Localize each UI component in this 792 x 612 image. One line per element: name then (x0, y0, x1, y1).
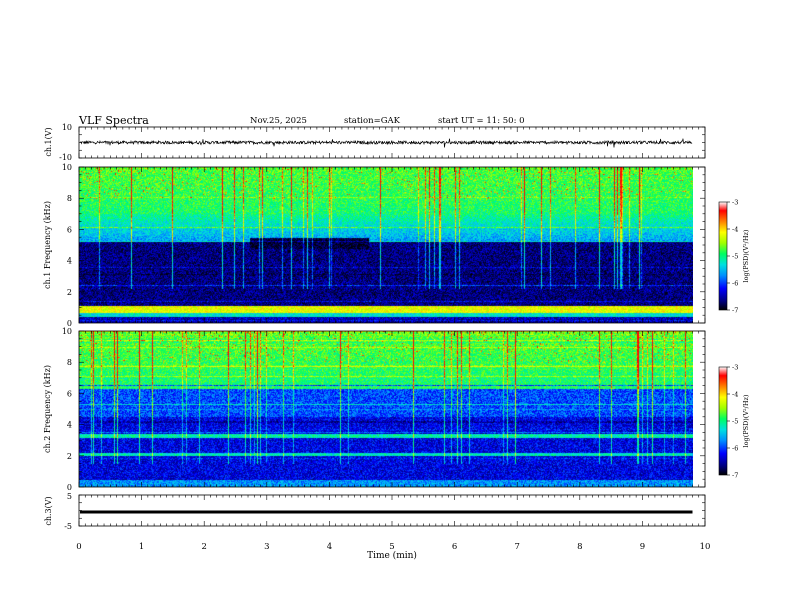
y-tick-label: 0 (67, 319, 72, 328)
x-tick-label: 1 (139, 542, 144, 552)
x-tick-label: 3 (264, 542, 269, 552)
date-label: Nov.25, 2025 (250, 116, 307, 126)
colorbar-tick-label: -5 (732, 418, 738, 426)
x-tick-label: 6 (452, 542, 457, 552)
x-axis-label: Time (min) (367, 550, 417, 561)
ch1-waveform-panel: 10 -10 ch.1(V) (44, 123, 706, 162)
ch1-spectrogram-ylabel: ch.1 Frequency (kHz) (43, 201, 52, 289)
figure-title: VLF Spectra (78, 114, 149, 127)
colorbar-tick-label: -5 (732, 253, 738, 261)
ch2-colorbar-label: log(PSD)(V²/Hz) (742, 394, 750, 447)
y-tick-label: 8 (67, 358, 72, 367)
ch1-waveform-trace (79, 138, 693, 148)
ch2-spectrogram-image (79, 331, 693, 487)
y-tick-label: 2 (67, 288, 72, 297)
y-tick-label: 10 (62, 327, 72, 336)
colorbar-tick-label: -3 (732, 199, 738, 207)
colorbar-tick-label: -6 (732, 280, 738, 288)
x-tick-label: 2 (201, 542, 206, 552)
x-tick-label: 9 (640, 542, 645, 552)
x-tick-label: 10 (700, 542, 711, 552)
ch3-waveform-panel: 5 -5 ch.3(V) (44, 492, 706, 531)
ch1-spectrogram-image (79, 167, 693, 323)
ch1-colorbar: -3 -4 -5 -6 -7 log(PSD)(V²/Hz) (718, 199, 750, 315)
y-tick-label: 6 (67, 225, 72, 234)
ch3-ylabel: ch.3(V) (44, 496, 53, 525)
ch2-colorbar-bar (718, 366, 728, 476)
ch1-colorbar-bar (718, 201, 728, 311)
y-tick-label: 10 (62, 163, 72, 172)
ch1-ytick-bottom: -10 (59, 153, 72, 162)
ch1-colorbar-label: log(PSD)(V²/Hz) (742, 229, 750, 282)
y-tick-label: 8 (67, 194, 72, 203)
colorbar-tick-label: -6 (732, 445, 738, 453)
y-tick-label: 0 (67, 483, 72, 492)
x-tick-label: 0 (76, 542, 81, 552)
colorbar-tick-label: -4 (732, 226, 738, 234)
x-tick-label: 4 (327, 542, 332, 552)
ch1-spectrogram-panel: 0 2 4 6 8 10 ch.1 Frequency (kHz) (43, 163, 706, 328)
colorbar-tick-label: -4 (732, 391, 738, 399)
x-tick-label: 8 (577, 542, 582, 552)
colorbar-tick-label: -3 (732, 364, 738, 372)
x-tick-label: 5 (389, 542, 394, 552)
y-tick-label: 4 (67, 257, 72, 266)
x-axis-tick-labels: 0 1 2 3 4 5 6 7 8 9 10 (76, 542, 710, 552)
y-tick-label: 2 (67, 452, 72, 461)
ch1-ytick-top: 10 (62, 123, 72, 132)
ch3-ytick-bottom: -5 (64, 522, 72, 531)
station-label: station=GAK (344, 116, 401, 126)
y-tick-label: 6 (67, 389, 72, 398)
ch2-colorbar: -3 -4 -5 -6 -7 log(PSD)(V²/Hz) (718, 364, 750, 480)
ch1-ylabel: ch.1(V) (44, 127, 53, 156)
ch3-ytick-top: 5 (67, 492, 72, 501)
colorbar-tick-label: -7 (732, 307, 738, 315)
ch2-spectrogram-panel: 0 2 4 6 8 10 ch.2 Frequency (kHz) (43, 327, 706, 492)
ch2-spectrogram-ylabel: ch.2 Frequency (kHz) (43, 365, 52, 453)
x-tick-label: 7 (514, 542, 519, 552)
y-tick-label: 4 (67, 421, 72, 430)
colorbar-tick-label: -7 (732, 472, 738, 480)
start-time-label: start UT = 11: 50: 0 (438, 116, 525, 126)
